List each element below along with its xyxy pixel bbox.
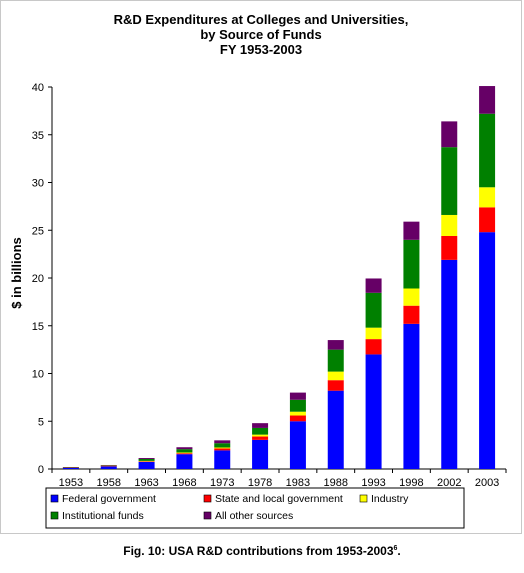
- bar-segment: [403, 221, 420, 240]
- bar-segment: [441, 235, 458, 260]
- bar-segment: [365, 292, 382, 328]
- legend-label: Federal government: [62, 493, 156, 505]
- x-tick-label: 1988: [324, 477, 348, 489]
- bar-segment: [214, 440, 231, 444]
- legend: Federal government State and local govern…: [45, 487, 465, 529]
- bar-segment: [403, 323, 420, 469]
- y-tick-label: 15: [32, 321, 44, 333]
- legend-box: [45, 487, 465, 529]
- bar-segment: [252, 423, 269, 428]
- bar-segment: [100, 464, 117, 466]
- bar-segment: [62, 467, 79, 468]
- figure-caption: Fig. 10: USA R&D contributions from 1953…: [0, 544, 524, 558]
- bar-segment: [365, 354, 382, 469]
- bar-segment: [479, 86, 496, 114]
- bar-segment: [214, 450, 231, 469]
- bar-segment: [62, 467, 79, 469]
- x-tick-label: 1963: [134, 477, 158, 489]
- bar-segment: [441, 147, 458, 215]
- bar-segment: [252, 439, 269, 469]
- legend-label: Institutional funds: [62, 510, 144, 522]
- bar-segment: [138, 461, 155, 469]
- x-tick-label: 1953: [59, 477, 83, 489]
- x-tick-label: 1968: [172, 477, 196, 489]
- legend-swatch: [203, 494, 212, 503]
- y-axis-label: $ in billions: [9, 237, 24, 309]
- y-tick-label: 0: [38, 464, 44, 476]
- bar-segment: [289, 411, 306, 416]
- bar-segment: [403, 305, 420, 324]
- bar-segment: [403, 288, 420, 306]
- bar-segment: [365, 327, 382, 340]
- bar-segment: [327, 390, 344, 469]
- bar-segment: [214, 448, 231, 451]
- x-tick-label: 1998: [399, 477, 423, 489]
- bar-segment: [289, 415, 306, 422]
- chart-title-line-2: by Source of Funds: [200, 27, 322, 42]
- bar-segment: [138, 458, 155, 461]
- bar-segment: [289, 399, 306, 412]
- legend-swatch: [50, 511, 59, 520]
- legend-swatch: [203, 511, 212, 520]
- caption-text: Fig. 10: USA R&D contributions from 1953…: [123, 544, 394, 558]
- bar-segment: [289, 392, 306, 400]
- x-tick-label: 2003: [475, 477, 499, 489]
- x-tick-label: 1983: [286, 477, 310, 489]
- bar-segment: [252, 434, 269, 437]
- x-tick-label: 2002: [437, 477, 461, 489]
- bar-segment: [365, 339, 382, 355]
- legend-swatch: [50, 494, 59, 503]
- bar-segment: [365, 278, 382, 293]
- y-tick-label: 5: [38, 416, 44, 428]
- y-tick-label: 30: [32, 178, 44, 190]
- bar-segment: [479, 187, 496, 208]
- x-tick-label: 1993: [361, 477, 385, 489]
- chart-title-line-1: R&D Expenditures at Colleges and Univers…: [113, 12, 409, 27]
- bar-segment: [176, 453, 193, 455]
- bar-segment: [327, 349, 344, 372]
- bar-segment: [441, 259, 458, 469]
- bar-segment: [479, 207, 496, 233]
- legend-label: All other sources: [215, 510, 293, 522]
- plot-area: 0 5 10 15 20 25 30 35 40 1953 1958 1963 1968 1973 1978…: [32, 82, 507, 489]
- bar-segment: [441, 214, 458, 236]
- chart-title-line-3: FY 1953-2003: [219, 42, 303, 57]
- legend-label: Industry: [371, 493, 409, 505]
- bar-segment: [252, 427, 269, 435]
- chart-title: R&D Expenditures at Colleges and Univers…: [0, 12, 522, 57]
- y-tick-label: 40: [32, 82, 44, 94]
- bar-segment: [479, 113, 496, 188]
- bar-segment: [403, 239, 420, 289]
- bar-segment: [176, 449, 193, 453]
- bar-segment: [138, 458, 155, 459]
- bar-segment: [100, 466, 117, 469]
- y-tick-label: 10: [32, 369, 44, 381]
- bar-segment: [100, 465, 117, 467]
- bar-segment: [138, 460, 155, 462]
- y-tick-label: 25: [32, 225, 44, 237]
- x-tick-label: 1973: [210, 477, 234, 489]
- bar-segment: [176, 454, 193, 469]
- legend-label: State and local government: [215, 493, 343, 505]
- bar-segment: [479, 232, 496, 469]
- y-tick-label: 35: [32, 130, 44, 142]
- x-tick-label: 1978: [248, 477, 272, 489]
- bar-segment: [138, 461, 155, 462]
- bar-segment: [214, 447, 231, 449]
- y-tick-label: 20: [32, 273, 44, 285]
- legend-swatch: [359, 494, 368, 503]
- bar-segment: [252, 436, 269, 440]
- caption-suffix: .: [397, 544, 401, 558]
- bar-segment: [327, 371, 344, 381]
- bar-segment: [176, 452, 193, 454]
- bar-segment: [327, 340, 344, 350]
- bar-segment: [176, 447, 193, 450]
- bar-segment: [441, 121, 458, 148]
- caption-superscript: 6: [393, 545, 398, 552]
- bar-segment: [289, 421, 306, 469]
- x-tick-label: 1958: [97, 477, 121, 489]
- bar-segment: [327, 380, 344, 391]
- bar-segment: [214, 443, 231, 448]
